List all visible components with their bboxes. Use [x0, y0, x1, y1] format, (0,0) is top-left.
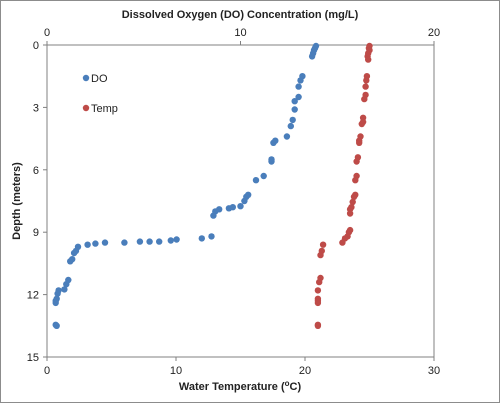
- top-axis-title: Dissolved Oxygen (DO) Concentration (mg/…: [122, 9, 359, 21]
- bottom-axis-title-main: Water Temperature (: [179, 381, 285, 393]
- bottom-axis-title-suffix: C): [290, 381, 302, 393]
- point-do: [167, 237, 174, 244]
- point-do: [63, 281, 70, 288]
- y-tick-label: 15: [27, 352, 39, 364]
- point-do: [208, 233, 215, 240]
- point-do: [156, 238, 163, 245]
- point-do: [210, 212, 217, 219]
- point-do: [241, 197, 248, 205]
- point-do: [268, 158, 275, 165]
- point-do: [283, 133, 291, 140]
- bottom-tick-label: 20: [299, 365, 311, 377]
- point-do: [52, 299, 59, 307]
- y-axis-title: Depth (meters): [11, 162, 23, 240]
- point-temp: [353, 158, 360, 165]
- point-temp: [356, 139, 363, 146]
- point-do: [291, 98, 298, 105]
- top-tick-label: 0: [44, 27, 50, 39]
- point-do: [136, 238, 144, 245]
- point-temp: [352, 177, 359, 184]
- bottom-tick-label: 0: [44, 365, 50, 377]
- point-do: [287, 122, 294, 130]
- y-tick-label: 0: [33, 40, 39, 52]
- legend-marker-do: [82, 74, 90, 82]
- point-do: [289, 116, 296, 124]
- point-do: [61, 286, 68, 293]
- legend: DO Temp: [82, 73, 118, 115]
- legend-label-temp: Temp: [91, 103, 118, 115]
- point-do: [198, 235, 205, 242]
- legend-marker-temp: [82, 104, 90, 112]
- point-temp: [358, 120, 365, 128]
- y-tick-label: 6: [33, 165, 39, 177]
- tick-layer: 0 3 6 9 12 15 0 10 20 0 10 20 30: [27, 27, 440, 377]
- point-temp: [319, 241, 327, 248]
- point-temp: [316, 278, 323, 286]
- point-do: [260, 172, 267, 180]
- plot-area: [46, 44, 435, 358]
- points-layer: [52, 42, 373, 329]
- y-tick-label: 9: [33, 227, 39, 239]
- top-tick-label: 10: [234, 27, 246, 39]
- point-do: [252, 177, 260, 184]
- top-tick-label: 20: [428, 27, 440, 39]
- point-do: [92, 240, 99, 247]
- point-temp: [314, 287, 322, 294]
- point-temp: [314, 299, 322, 307]
- y-tick-label: 12: [27, 290, 39, 302]
- point-do: [84, 241, 91, 248]
- point-temp: [362, 83, 369, 90]
- point-do: [67, 258, 74, 265]
- bottom-tick-label: 10: [170, 365, 182, 377]
- point-do: [237, 203, 244, 210]
- point-do: [270, 139, 277, 146]
- point-do: [295, 93, 302, 101]
- point-do: [225, 205, 233, 212]
- point-do: [53, 322, 60, 329]
- point-do: [121, 239, 128, 246]
- point-do: [295, 83, 302, 90]
- bottom-axis-title-superscript: o: [285, 379, 290, 388]
- point-do: [173, 236, 180, 243]
- point-temp: [314, 322, 322, 329]
- point-temp: [317, 251, 324, 259]
- point-temp: [349, 198, 356, 206]
- point-temp: [361, 95, 368, 103]
- point-do: [291, 106, 298, 113]
- point-do: [146, 238, 153, 245]
- point-do: [70, 249, 78, 257]
- legend-label-do: DO: [91, 73, 108, 85]
- point-do: [297, 77, 304, 84]
- point-temp: [363, 77, 370, 84]
- y-tick-label: 3: [33, 102, 39, 114]
- point-temp: [365, 56, 372, 63]
- bottom-axis-title: Water Temperature (oC): [179, 379, 302, 393]
- point-do: [308, 53, 316, 60]
- point-temp: [346, 210, 354, 217]
- bottom-tick-label: 30: [428, 365, 440, 377]
- point-do: [101, 239, 109, 246]
- point-temp: [339, 239, 346, 246]
- point-temp: [350, 193, 358, 200]
- point-do: [54, 290, 61, 297]
